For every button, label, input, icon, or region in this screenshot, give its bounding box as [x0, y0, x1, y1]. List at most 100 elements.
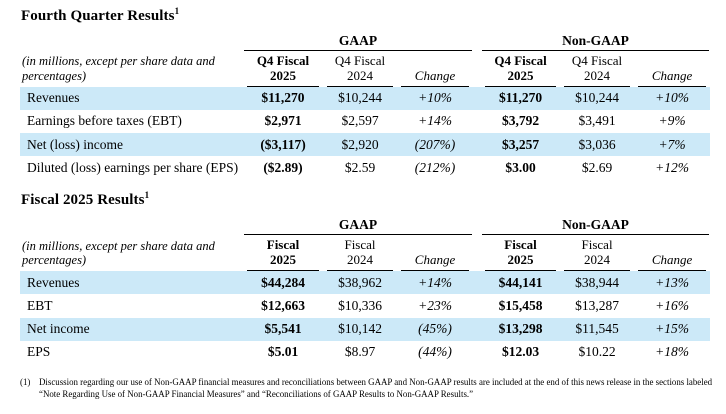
- fy-nongaap-group-header: Non-GAAP: [481, 218, 710, 236]
- fy-row-revenues: Revenues $44,284 $38,962 +14% $44,141 $3…: [20, 271, 711, 295]
- cell-gap: [473, 271, 481, 294]
- fy-col-nongaap-fy24: Fiscal 2024: [560, 237, 634, 272]
- cell-gap: [473, 133, 481, 156]
- cell-value: $2.59: [344, 159, 376, 175]
- q4-col-gaap-fy25: Q4 Fiscal 2025: [243, 52, 323, 87]
- cell-value: $10,336: [338, 297, 382, 313]
- fy-col-gap: [473, 238, 481, 271]
- cell-gap: [473, 87, 481, 110]
- cell-value: (44%): [418, 344, 452, 360]
- cell-value: +9%: [658, 113, 686, 129]
- cell-gap: [473, 318, 481, 341]
- fy-col-nongaap-fy25: Fiscal 2025: [481, 237, 560, 272]
- cell-value: +14%: [418, 113, 452, 129]
- row-label: Earnings before taxes (EBT): [27, 113, 182, 129]
- row-label: Revenues: [27, 90, 80, 106]
- cell-gap: [473, 110, 481, 133]
- cell-value: +7%: [658, 136, 686, 152]
- cell-value: $44,141: [498, 274, 543, 290]
- q4-group-header-row: GAAP Non-GAAP: [20, 33, 710, 51]
- cell-gap: [473, 341, 481, 364]
- non-gaap-group-label: Non-GAAP: [482, 33, 710, 51]
- q4-group-header-spacer: [20, 34, 243, 51]
- fy-row-ebt: EBT $12,663 $10,336 +23% $15,458 $13,287…: [20, 294, 710, 317]
- q4-column-header-row: (in millions, except per share data and …: [20, 52, 710, 87]
- fy-col-nongaap-fy25-line1: Fiscal: [504, 237, 537, 253]
- cell-value: $8.97: [344, 344, 376, 360]
- row-label: Diluted (loss) earnings per share (EPS): [27, 159, 239, 175]
- cell-value: ($3,117): [260, 136, 306, 152]
- cell-value: $11,545: [575, 321, 619, 337]
- cell-value: $44,284: [261, 274, 305, 290]
- q4-group-gap: [473, 34, 481, 51]
- fy-col-nongaap-fy24-line1: Fiscal: [581, 237, 613, 253]
- fy-col-gaap-fy24-line2: 2024: [347, 252, 373, 268]
- cell-value: $11,270: [498, 90, 543, 106]
- non-gaap-group-label: Non-GAAP: [482, 218, 710, 236]
- cell-value: +15%: [655, 321, 689, 337]
- q4-row-ebt: Earnings before taxes (EBT) $2,971 $2,59…: [20, 110, 710, 133]
- q4-col-gaap-fy24-line1: Q4 Fiscal: [334, 52, 386, 68]
- fy-col-nongaap-change: Change: [634, 238, 710, 272]
- cell-value: $12.03: [501, 344, 540, 360]
- row-label: EBT: [27, 297, 53, 313]
- cell-value: (45%): [418, 321, 452, 337]
- footnote: (1) Discussion regarding our use of Non-…: [20, 376, 718, 400]
- fy-gaap-group-header: GAAP: [243, 218, 473, 236]
- q4-section-title-text: Fourth Quarter Results: [21, 8, 175, 24]
- q4-col-nongaap-fy24-line1: Q4 Fiscal: [571, 52, 623, 68]
- q4-col-nongaap-fy24: Q4 Fiscal 2024: [560, 52, 634, 87]
- fy-row-net-income: Net income $5,541 $10,142 (45%) $13,298 …: [20, 317, 711, 341]
- fy-group-header-row: GAAP Non-GAAP: [20, 218, 710, 236]
- fy-caption: (in millions, except per share data and …: [22, 238, 215, 268]
- cell-value: $3,036: [578, 136, 616, 152]
- fy-col-gaap-fy24-line1: Fiscal: [344, 237, 376, 253]
- q4-gaap-group-header: GAAP: [243, 33, 473, 51]
- row-label: Net (loss) income: [27, 136, 123, 152]
- q4-row-diluted-eps: Diluted (loss) earnings per share (EPS) …: [20, 156, 710, 179]
- cell-value: $3,491: [578, 113, 616, 129]
- fy-col-gaap-change: Change: [397, 238, 473, 272]
- cell-value: (207%): [414, 136, 456, 152]
- fy-col-nongaap-fy24-line2: 2024: [584, 252, 611, 268]
- q4-col-gap: [473, 54, 481, 87]
- q4-row-revenues: Revenues $11,270 $10,244 +10% $11,270 $1…: [20, 86, 711, 110]
- fy-col-nongaap-fy25-line2: 2025: [507, 252, 534, 268]
- q4-col-gaap-fy25-line2: 2025: [270, 67, 296, 83]
- cell-value: $38,962: [338, 274, 382, 290]
- cell-value: $3,257: [501, 136, 540, 152]
- fy-group-gap: [473, 218, 481, 235]
- gaap-group-label: GAAP: [244, 218, 473, 236]
- cell-value: +18%: [655, 344, 689, 360]
- q4-caption-cell: (in millions, except per share data and …: [20, 54, 243, 87]
- cell-value: +13%: [655, 274, 689, 290]
- cell-value: $13,287: [575, 297, 619, 313]
- cell-value: $3,792: [501, 113, 540, 129]
- cell-value: $2,597: [341, 113, 379, 129]
- cell-value: $10,142: [338, 321, 382, 337]
- fy-caption-cell: (in millions, except per share data and …: [20, 238, 243, 271]
- row-label: Revenues: [27, 274, 80, 290]
- fy-section-title-text: Fiscal 2025 Results: [21, 192, 145, 209]
- cell-value: $2,971: [264, 113, 302, 129]
- cell-value: $2,920: [341, 136, 379, 152]
- row-label: EPS: [27, 344, 51, 360]
- cell-value: $10,244: [338, 90, 382, 106]
- q4-footnote-ref: 1: [174, 6, 180, 16]
- cell-value: $3.00: [505, 159, 536, 175]
- fy-section-title: Fiscal 2025 Results1: [21, 190, 710, 209]
- fy-col-gaap-fy25-line1: Fiscal: [266, 237, 300, 253]
- cell-value: $5.01: [267, 344, 299, 360]
- q4-section-title: Fourth Quarter Results1: [21, 6, 710, 25]
- fy-footnote-ref: 1: [144, 190, 150, 201]
- fy-results-table: GAAP Non-GAAP (in millions, except per s…: [20, 218, 711, 364]
- cell-gap: [473, 156, 481, 179]
- q4-col-nongaap-change: Change: [634, 54, 710, 87]
- q4-col-nongaap-fy25-line2: 2025: [507, 67, 534, 83]
- q4-col-gaap-fy24: Q4 Fiscal 2024: [323, 52, 397, 87]
- row-label: Net income: [27, 321, 90, 337]
- q4-col-gaap-fy24-line2: 2024: [347, 67, 373, 83]
- q4-col-nongaap-fy24-line2: 2024: [584, 67, 611, 83]
- q4-col-gaap-fy25-line1: Q4 Fiscal: [256, 52, 310, 68]
